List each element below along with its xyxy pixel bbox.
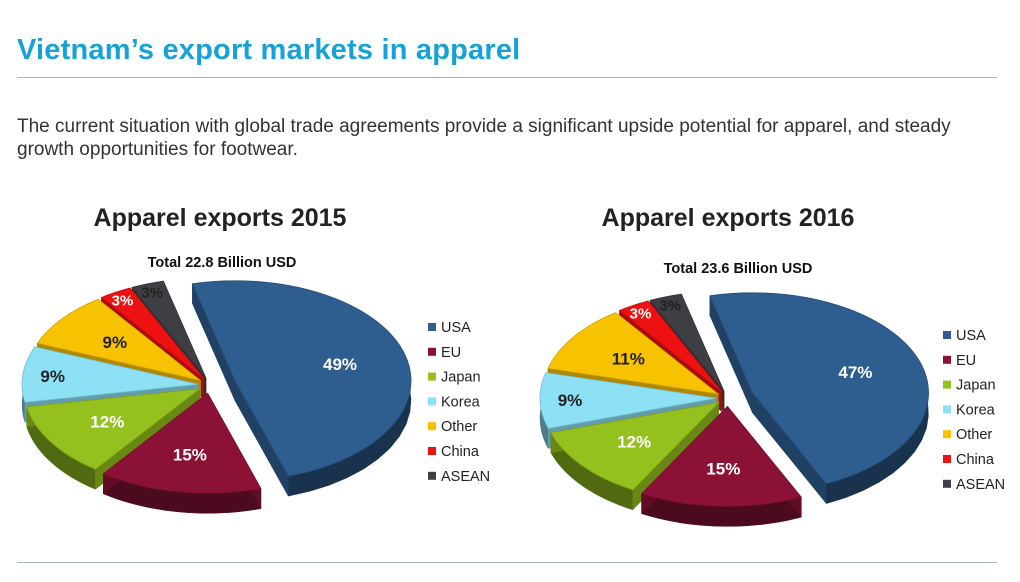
legend-label-china: China (441, 444, 480, 460)
slice-label-japan: 12% (617, 433, 651, 452)
pie-slice-usa (709, 292, 929, 505)
legend-label-eu: EU (441, 345, 461, 361)
legend-label-usa: USA (956, 328, 986, 344)
legend-swatch-eu (428, 347, 436, 356)
intro-text: The current situation with global trade … (17, 116, 951, 160)
slice-label-asean: 3% (141, 284, 163, 301)
slice-label-korea: 9% (558, 391, 583, 410)
chart-title: Apparel exports 2016 (602, 204, 855, 232)
page-title: Vietnam’s export markets in apparel (17, 34, 521, 66)
legend: USA EU Japan Korea Other China ASEAN (428, 320, 490, 485)
slice-label-eu: 15% (173, 446, 207, 465)
legend-label-korea: Korea (956, 402, 996, 418)
pie-slice-eu (640, 405, 802, 527)
legend-swatch-korea (428, 397, 436, 406)
title-divider (17, 77, 997, 78)
legend-swatch-usa (943, 331, 951, 339)
legend-swatch-china (428, 447, 436, 455)
legend-label-asean: ASEAN (441, 469, 490, 485)
legend-swatch-usa (428, 323, 436, 331)
legend-label-china: China (956, 452, 995, 468)
legend-swatch-korea (943, 405, 951, 414)
legend-swatch-other (943, 430, 951, 439)
legend-label-asean: ASEAN (956, 477, 1005, 493)
legend-swatch-china (943, 455, 951, 463)
pie-slice-eu (102, 392, 262, 514)
chart-title: Apparel exports 2015 (94, 204, 347, 232)
slice-label-korea: 9% (40, 367, 65, 386)
legend-swatch-japan (428, 372, 436, 381)
legend-label-other: Other (441, 419, 477, 435)
legend: USA EU Japan Korea Other China ASEAN (943, 328, 1005, 493)
legend-label-japan: Japan (956, 378, 996, 394)
legend-label-japan: Japan (441, 370, 481, 386)
slice-label-japan: 12% (90, 413, 124, 432)
pie-chart-2: Apparel exports 2016 Total 23.6 Billion U… (539, 204, 1005, 527)
slice-label-china: 3% (112, 292, 134, 309)
legend-swatch-japan (943, 380, 951, 389)
slice-label-usa: 47% (838, 363, 872, 382)
pie-chart-1: Apparel exports 2015 Total 22.8 Billion U… (21, 204, 490, 514)
legend-swatch-asean (943, 479, 951, 488)
legend-swatch-asean (428, 471, 436, 480)
chart-subtitle: Total 23.6 Billion USD (664, 261, 813, 277)
legend-label-eu: EU (956, 353, 976, 369)
pie-slice-usa (191, 280, 412, 498)
legend-swatch-eu (943, 355, 951, 364)
slice-label-usa: 49% (323, 355, 357, 374)
pie-slice-japan (550, 401, 720, 511)
slice-label-other: 9% (103, 333, 128, 352)
slice-label-other: 11% (612, 350, 645, 369)
pie-slice-japan (26, 388, 202, 490)
chart-subtitle: Total 22.8 Billion USD (148, 255, 297, 271)
slice-label-eu: 15% (706, 459, 740, 478)
legend-label-usa: USA (441, 320, 471, 336)
legend-label-korea: Korea (441, 394, 481, 410)
bottom-divider (17, 562, 997, 563)
slice-label-china: 3% (630, 305, 652, 322)
slice-label-asean: 3% (659, 297, 681, 314)
legend-label-other: Other (956, 427, 992, 443)
legend-swatch-other (428, 422, 436, 431)
